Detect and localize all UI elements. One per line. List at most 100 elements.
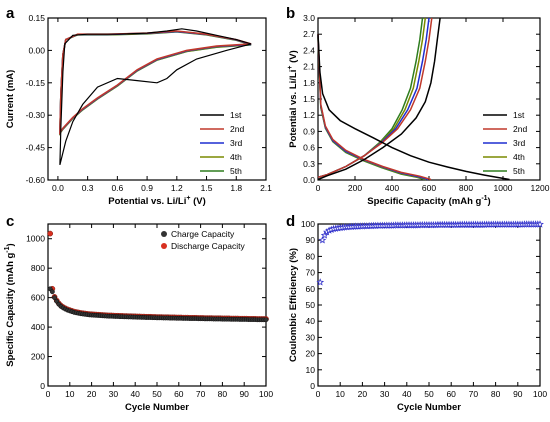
ce-point	[536, 220, 544, 228]
y-tick-label: -0.45	[26, 143, 46, 153]
x-tick-label: 10	[65, 389, 75, 399]
legend-marker-charge	[161, 231, 167, 237]
y-tick-label: 60	[306, 284, 316, 294]
y-tick-label: 2.7	[303, 29, 315, 39]
y-tick-label: 200	[31, 352, 45, 362]
x-tick-label: 60	[174, 389, 184, 399]
legend-label-2nd: 2nd	[513, 124, 527, 134]
y-tick-label: 600	[31, 293, 45, 303]
legend-label-1st: 1st	[513, 110, 525, 120]
x-tick-label: 0	[46, 389, 51, 399]
y-tick-label: 10	[306, 365, 316, 375]
charge-curve-1st	[317, 17, 441, 181]
x-tick-label: 2.1	[260, 183, 272, 193]
y-axis-label-unit: (V)	[288, 50, 299, 65]
x-axis-label-sup: +	[186, 195, 190, 202]
x-axis-label-unit: )	[488, 196, 491, 207]
x-tick-label: 50	[152, 389, 162, 399]
y-tick-label: 0	[40, 381, 45, 391]
x-tick-label: 0.9	[141, 183, 153, 193]
legend-label-3rd: 3rd	[513, 138, 526, 148]
plot-frame	[47, 17, 267, 181]
y-tick-label: -0.30	[26, 110, 46, 120]
x-tick-label: 10	[335, 389, 345, 399]
ce-point	[316, 278, 325, 286]
cv-curve-1st	[59, 28, 252, 166]
y-tick-label: 30	[306, 332, 316, 342]
coulombic-efficiency-chart: 0 10 20 30 40 50 60 70 80 90 100 0 10 20 30 40 50 60 70 80 9…	[288, 219, 547, 413]
x-axis-label: Specific Capacity (mAh g-1)	[367, 195, 490, 207]
charge-curve-4th	[317, 17, 427, 179]
x-tick-label: 70	[469, 389, 479, 399]
legend-label-2nd: 2nd	[230, 124, 244, 134]
y-tick-label: 0	[310, 381, 315, 391]
x-axis-label-unit: (V)	[190, 196, 205, 207]
x-tick-label: 30	[380, 389, 390, 399]
charge-point	[52, 295, 57, 301]
x-tick-label: 0	[316, 389, 321, 399]
y-tick-label: 0.3	[303, 159, 315, 169]
x-axis-label-sup: -1	[481, 195, 487, 202]
y-tick-label: 1.8	[303, 78, 315, 88]
x-tick-label: 40	[402, 389, 412, 399]
x-axis-label: Cycle Number	[397, 402, 461, 413]
x-tick-label: 1200	[531, 183, 550, 193]
x-tick-label: 100	[533, 389, 547, 399]
plot-frame	[317, 223, 541, 387]
legend-label-discharge: Discharge Capacity	[171, 241, 245, 251]
y-tick-label: 1.2	[303, 110, 315, 120]
x-tick-label: 40	[130, 389, 140, 399]
y-tick-label: 0.9	[303, 126, 315, 136]
y-tick-label: 100	[301, 219, 315, 229]
y-tick-label: 50	[306, 300, 316, 310]
x-tick-label: 50	[424, 389, 434, 399]
ce-point	[318, 236, 327, 244]
panel-label-d: d	[286, 213, 295, 230]
x-axis-label-text: Potential vs. Li/Li	[108, 196, 186, 207]
x-tick-label: 0.0	[52, 183, 64, 193]
x-tick-label: 90	[239, 389, 249, 399]
x-tick-label: 60	[446, 389, 456, 399]
y-tick-label: 70	[306, 268, 316, 278]
y-tick-label: -0.60	[26, 175, 46, 185]
panel-label-c: c	[6, 213, 14, 230]
x-axis-label: Potential vs. Li/Li+ (V)	[108, 195, 206, 207]
charge-curve-2nd	[317, 17, 433, 179]
y-axis-label: Coulombic Efficiency (%)	[288, 248, 299, 362]
y-tick-label: 0.00	[28, 45, 45, 55]
legend-label-charge: Charge Capacity	[171, 229, 235, 239]
y-tick-label: 40	[306, 316, 316, 326]
legend-label-1st: 1st	[230, 110, 242, 120]
y-axis-label: Current (mA)	[5, 70, 16, 129]
discharge-point	[47, 230, 54, 237]
x-axis-label: Cycle Number	[125, 402, 189, 413]
legend-label-5th: 5th	[513, 166, 525, 176]
legend-marker-discharge	[161, 243, 167, 249]
cv-chart: 0.0 0.3 0.6 0.9 1.2 1.5 1.8 2.1 0.15 0.00 -0.15 -0.…	[5, 13, 272, 207]
x-tick-label: 0.6	[111, 183, 123, 193]
x-tick-label: 1.5	[201, 183, 213, 193]
x-tick-label: 80	[491, 389, 501, 399]
x-tick-label: 800	[459, 183, 473, 193]
y-axis-label-sup: -1	[4, 246, 11, 252]
discharge-curve-1st	[317, 34, 510, 181]
y-axis-label-sup: +	[287, 66, 294, 70]
x-tick-label: 30	[109, 389, 119, 399]
y-tick-label: 20	[306, 349, 316, 359]
y-tick-label: 2.1	[303, 62, 315, 72]
y-tick-label: 0.15	[28, 13, 45, 23]
y-tick-label: 1000	[26, 234, 45, 244]
discharge-curve-4th	[317, 36, 427, 181]
y-tick-label: 0.6	[303, 143, 315, 153]
y-tick-label: 1.5	[303, 94, 315, 104]
x-tick-label: 1.8	[230, 183, 242, 193]
x-tick-label: 200	[348, 183, 362, 193]
x-tick-label: 1.2	[171, 183, 183, 193]
panel-label-a: a	[6, 5, 15, 22]
panel-label-b: b	[286, 5, 295, 22]
x-tick-label: 0	[316, 183, 321, 193]
x-tick-label: 80	[218, 389, 228, 399]
y-axis-label: Specific Capacity (mAh g-1)	[4, 243, 16, 366]
charge-point	[49, 289, 55, 295]
